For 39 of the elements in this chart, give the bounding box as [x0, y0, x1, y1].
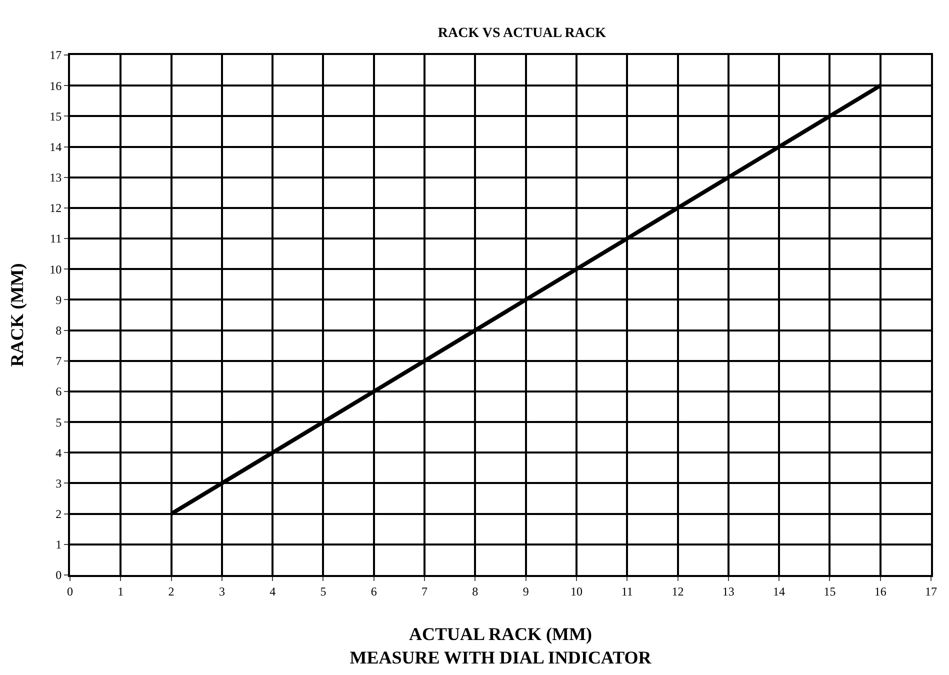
x-tick-label: 4 [270, 584, 276, 598]
x-tick-label: 5 [320, 584, 326, 598]
x-tick-label: 16 [874, 584, 886, 598]
x-tick-label: 10 [570, 584, 582, 598]
y-tick-label: 9 [56, 292, 62, 307]
y-tick-label: 2 [56, 507, 62, 522]
x-tick-label: 6 [370, 584, 377, 598]
y-tick-label: 16 [50, 78, 62, 93]
chart-title: RACK VS ACTUAL RACK [438, 26, 606, 41]
x-tick-label: 14 [773, 584, 786, 598]
x-tick-label: 12 [672, 584, 684, 598]
x-tick-label: 7 [422, 584, 428, 598]
x-tick-label: 11 [621, 584, 633, 598]
x-tick-label: 8 [472, 584, 478, 598]
y-tick-label: 11 [50, 232, 62, 246]
x-tick-label: 15 [824, 584, 836, 598]
x-tick-label: 17 [925, 584, 937, 598]
x-axis-title: ACTUAL RACK (MM) MEASURE WITH DIAL INDICATOR [350, 624, 652, 668]
y-tick-label: 4 [56, 446, 62, 460]
y-tick-label: 3 [56, 476, 62, 490]
y-tick-label: 17 [50, 48, 62, 62]
x-tick-label: 13 [722, 584, 734, 598]
y-tick-label: 14 [50, 140, 62, 154]
x-tick-label: 3 [218, 584, 225, 598]
y-tick-label: 1 [56, 538, 62, 552]
y-axis-title: RACK (MM) [7, 263, 27, 367]
x-tick-label: 9 [522, 584, 529, 598]
x-tick-label: 0 [67, 584, 73, 598]
y-tick-label: 13 [50, 170, 62, 185]
y-tick-label: 8 [56, 323, 62, 338]
x-tick-label: 2 [168, 584, 174, 598]
x-tick-label: 1 [118, 584, 124, 598]
y-tick-label: 12 [50, 201, 62, 216]
y-tick-label: 15 [50, 109, 62, 124]
y-tick-label: 0 [56, 568, 62, 582]
y-tick-label: 5 [56, 415, 62, 430]
y-tick-label: 6 [56, 384, 62, 399]
y-tick-label: 7 [56, 354, 62, 368]
y-tick-label: 10 [50, 262, 62, 276]
